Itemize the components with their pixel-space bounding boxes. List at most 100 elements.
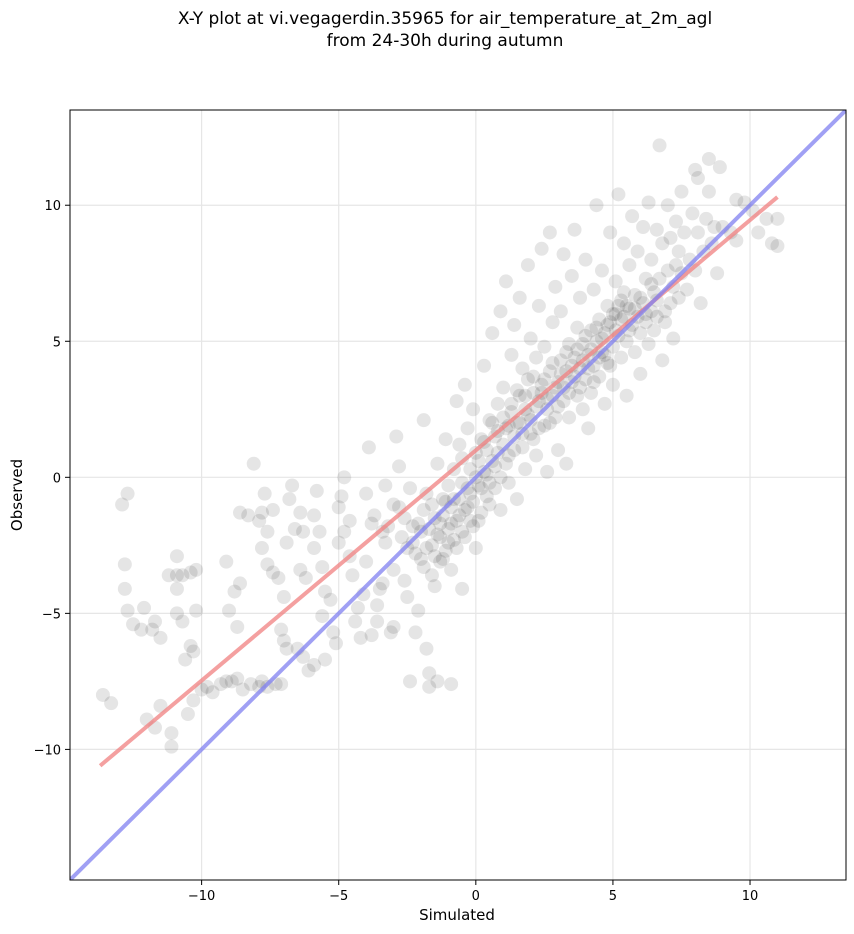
data-point (312, 524, 327, 539)
data-point (551, 399, 566, 414)
data-point (690, 171, 705, 186)
data-point (318, 652, 333, 667)
data-point (164, 726, 179, 741)
data-point (504, 396, 519, 411)
data-point (441, 478, 456, 493)
y-tick-label: 0 (53, 471, 61, 486)
data-point (540, 464, 555, 479)
data-point (616, 285, 631, 300)
data-point (474, 481, 489, 496)
data-point (169, 606, 184, 621)
data-point (548, 279, 563, 294)
data-point (463, 462, 478, 477)
data-point (296, 524, 311, 539)
data-point (677, 225, 692, 240)
data-point (655, 236, 670, 251)
data-point (386, 619, 401, 634)
data-point (633, 326, 648, 341)
data-point (542, 225, 557, 240)
data-point (493, 502, 508, 517)
data-point (583, 385, 598, 400)
data-point (274, 622, 289, 637)
data-point (433, 530, 448, 545)
data-point (227, 584, 242, 599)
data-point (433, 554, 448, 569)
data-point (488, 481, 503, 496)
data-point (372, 581, 387, 596)
data-point (137, 600, 152, 615)
data-point (189, 562, 204, 577)
data-point (531, 394, 546, 409)
data-point (658, 315, 673, 330)
data-point (471, 478, 486, 493)
data-point (233, 505, 248, 520)
data-point (307, 658, 322, 673)
data-point (446, 532, 461, 547)
data-point (611, 298, 626, 313)
data-point (658, 304, 673, 319)
data-point (463, 513, 478, 528)
data-point (422, 666, 437, 681)
data-point (413, 551, 428, 566)
data-point (663, 296, 678, 311)
data-point (622, 258, 637, 273)
data-point (435, 551, 450, 566)
data-point (570, 320, 585, 335)
data-point (619, 388, 634, 403)
data-point (318, 584, 333, 599)
data-point (592, 369, 607, 384)
data-point (622, 301, 637, 316)
data-point (523, 426, 538, 441)
data-point (246, 456, 261, 471)
data-point (562, 410, 577, 425)
data-point (553, 304, 568, 319)
data-point (699, 211, 714, 226)
data-point (600, 356, 615, 371)
data-point (334, 489, 349, 504)
data-point (551, 443, 566, 458)
data-point (603, 358, 618, 373)
data-point (419, 541, 434, 556)
x-tick-label: 10 (742, 889, 759, 904)
data-point (364, 516, 379, 531)
grid-lines (70, 110, 846, 880)
data-point (770, 211, 785, 226)
data-point (562, 336, 577, 351)
data-point (230, 671, 245, 686)
data-point (441, 535, 456, 550)
data-point (649, 222, 664, 237)
data-point (652, 271, 667, 286)
data-point (504, 347, 519, 362)
data-point (537, 418, 552, 433)
data-point (693, 296, 708, 311)
data-point (260, 557, 275, 572)
data-point (213, 677, 228, 692)
data-point (424, 497, 439, 512)
data-point (243, 677, 258, 692)
data-point (663, 230, 678, 245)
data-point (668, 258, 683, 273)
data-point (430, 456, 445, 471)
data-point (254, 541, 269, 556)
data-point (471, 513, 486, 528)
data-point (638, 271, 653, 286)
data-point (671, 244, 686, 259)
data-point (342, 513, 357, 528)
data-point (701, 184, 716, 199)
data-point (120, 486, 135, 501)
data-point (287, 522, 302, 537)
data-point (254, 505, 269, 520)
data-point (285, 478, 300, 493)
x-tick-label: 5 (609, 889, 617, 904)
data-point (463, 486, 478, 501)
data-point (496, 410, 511, 425)
data-point (175, 568, 190, 583)
data-point (690, 225, 705, 240)
data-point (392, 459, 407, 474)
data-point (416, 413, 431, 428)
data-point (403, 481, 418, 496)
data-point (265, 565, 280, 580)
data-point (482, 497, 497, 512)
data-point (671, 290, 686, 305)
data-point (764, 236, 779, 251)
